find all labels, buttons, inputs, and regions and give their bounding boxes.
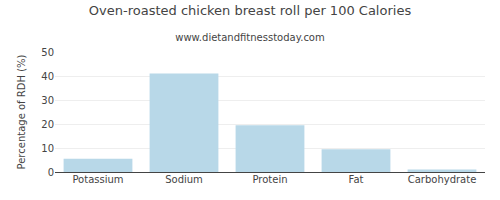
svg-text:Potassium: Potassium [72, 174, 123, 185]
svg-text:Carbohydrate: Carbohydrate [408, 174, 477, 185]
svg-text:0: 0 [48, 167, 54, 178]
svg-text:www.dietandfitnesstoday.com: www.dietandfitnesstoday.com [175, 32, 324, 43]
svg-text:20: 20 [41, 119, 54, 130]
svg-text:Sodium: Sodium [165, 174, 203, 185]
svg-text:40: 40 [41, 71, 54, 82]
svg-text:Percentage of RDH (%): Percentage of RDH (%) [16, 54, 27, 169]
svg-text:30: 30 [41, 95, 54, 106]
svg-text:Fat: Fat [349, 174, 364, 185]
svg-text:10: 10 [41, 143, 54, 154]
svg-text:Oven-roasted chicken breast ro: Oven-roasted chicken breast roll per 100… [89, 3, 412, 18]
svg-text:Protein: Protein [252, 174, 287, 185]
svg-text:50: 50 [41, 47, 54, 58]
